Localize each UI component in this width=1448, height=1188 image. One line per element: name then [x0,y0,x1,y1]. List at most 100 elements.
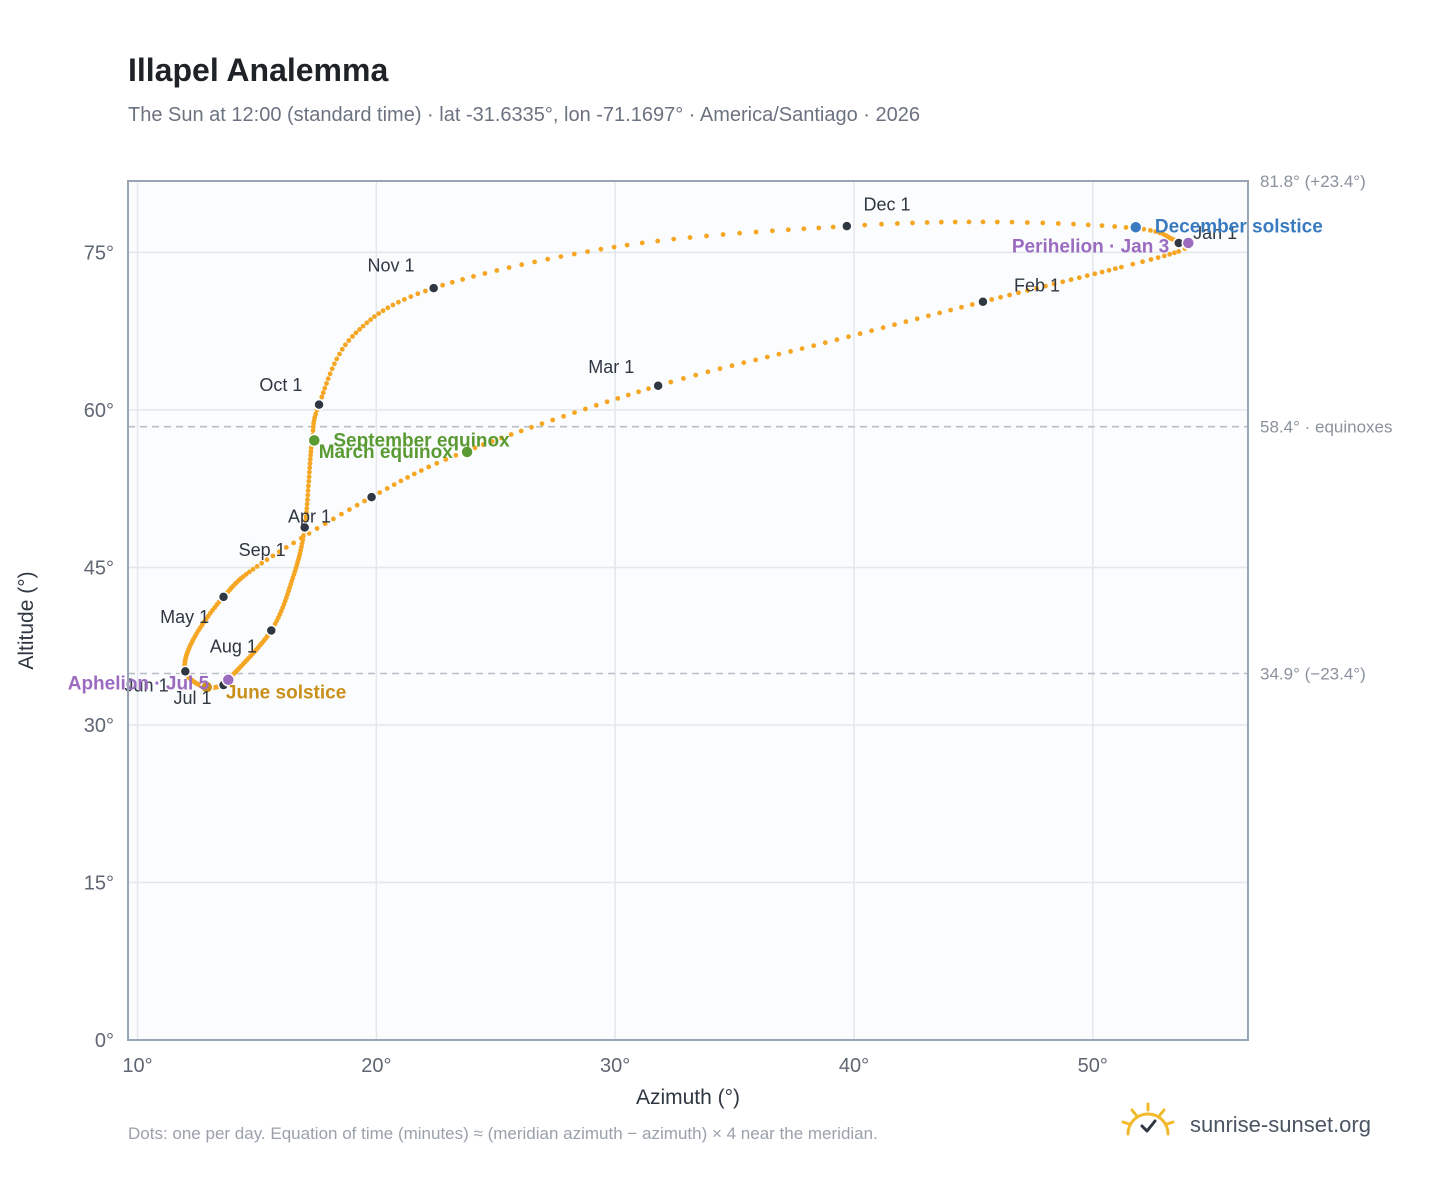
day-dot [472,445,478,451]
day-dot [693,372,699,378]
x-axis-title: Azimuth (°) [636,1086,740,1109]
day-dot [998,294,1003,300]
event-label: Perihelion · Jan 3 [1012,236,1169,257]
day-dot [362,498,367,504]
day-dot [1148,228,1153,233]
day-dot [1009,219,1015,225]
day-dot [310,428,316,433]
day-dot [1148,257,1154,262]
day-dot [411,471,417,477]
day-dot [895,221,900,226]
day-dot [291,540,296,546]
day-dot [857,331,863,337]
day-dot [307,456,313,462]
day-dot [1071,221,1076,227]
day-dot [655,238,661,244]
day-dot [426,464,432,470]
event-label: Aphelion · Jul 5 [68,673,210,694]
day-dot [1153,229,1158,235]
day-dot [869,328,874,334]
day-dot [959,304,964,310]
day-dot [307,461,313,466]
brand-logo[interactable]: sunrise-sunset.org [1120,1100,1390,1148]
month-label: Oct 1 [259,375,302,395]
day-dot [668,379,674,385]
day-dot [299,541,305,546]
y-tick-label: 75° [84,242,114,264]
reference-line-label: 34.9° (−23.4°) [1260,665,1366,684]
day-dot [390,302,396,308]
day-dot [380,308,386,314]
month-marker [217,591,230,603]
month-marker [977,296,989,308]
day-dot [402,297,407,302]
x-tick-label: 50° [1078,1055,1108,1077]
day-dot [1092,271,1098,277]
day-dot [1016,290,1021,296]
month-marker [427,282,440,294]
day-dot [1099,269,1105,275]
day-dot [624,242,630,248]
day-dot [270,553,276,559]
day-dot [308,452,313,458]
day-dot [687,235,693,240]
day-dot [816,225,822,231]
day-dot [499,435,504,441]
day-dot [532,259,537,265]
day-dot [785,227,791,233]
reference-line-label: 81.8° (+23.4°) [1260,172,1366,191]
day-dot [558,254,564,259]
day-dot [301,533,306,539]
day-dot [625,392,631,398]
x-tick-label: 40° [839,1055,869,1077]
day-dot [571,251,577,257]
day-dot [1099,223,1105,229]
day-dot [737,230,742,236]
day-dot [494,268,500,273]
day-dot [948,307,953,313]
day-dot [306,483,311,489]
day-dot [914,316,920,322]
day-dot [343,342,348,348]
day-dot [1060,279,1066,285]
day-dot [717,366,723,372]
month-label: Jul 1 [174,688,212,708]
day-dot [764,354,770,360]
day-dot [334,356,340,362]
day-dot [385,305,391,311]
day-dot [811,343,817,349]
day-dot [384,486,390,491]
day-dot [482,271,488,276]
day-dot [799,346,805,351]
day-dot [646,386,651,392]
day-dot [938,219,944,225]
day-dot [1007,292,1012,298]
day-dot [307,465,313,471]
day-dot [480,442,486,448]
day-dot [846,334,851,340]
event-label: June solstice [226,683,346,704]
day-dot [1024,220,1030,225]
day-dot [354,502,360,508]
day-dot [331,516,336,522]
month-label: Apr 1 [288,506,331,526]
day-dot [583,406,588,412]
day-dot [561,413,566,419]
event-label: March equinox [319,442,454,463]
day-dot [368,317,373,323]
day-dot [903,319,909,325]
month-marker [365,491,378,503]
day-dot [320,390,326,396]
y-tick-label: 60° [84,400,114,422]
brand-name: sunrise-sunset.org [1190,1112,1371,1137]
month-marker [841,220,853,232]
day-dot [1112,224,1118,229]
day-dot [880,325,886,331]
day-dot [593,402,599,408]
day-dot [305,492,311,498]
day-dot [322,521,328,527]
day-dot [347,507,352,512]
day-dot [720,232,726,237]
day-dot [324,381,329,386]
day-dot [529,424,534,430]
